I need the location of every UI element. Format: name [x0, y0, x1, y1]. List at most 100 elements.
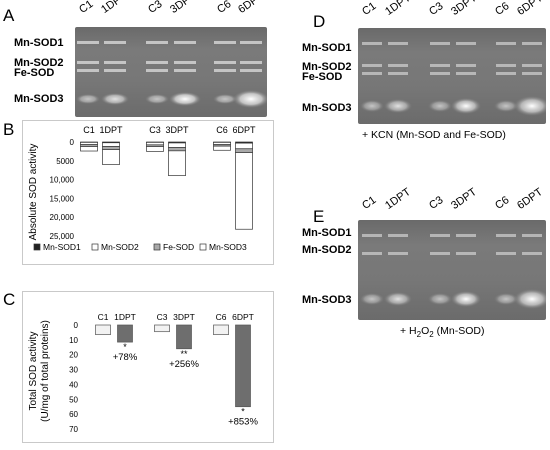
chart-b-category-label: 3DPT — [165, 125, 189, 135]
chart-c-category-label: 1DPT — [114, 312, 136, 322]
lane-label-a-c1: C1 — [77, 0, 96, 16]
caption-e-prefix: + H — [400, 325, 417, 337]
chart-c-bar — [95, 324, 111, 336]
chart-c-percent-label: +853% — [228, 417, 258, 428]
chart-b-tick-label: 25,000 — [50, 232, 75, 241]
chart-c-tick-label: 50 — [69, 395, 78, 404]
lane-label-a-c3: C3 — [146, 0, 165, 16]
band-label-mnsod3: Mn-SOD3 — [14, 93, 64, 105]
chart-c-bar — [235, 324, 251, 408]
chart-b-category-label: C3 — [149, 125, 161, 135]
chart-c-significance-stars: * — [241, 407, 245, 417]
chart-c-category-label: 6DPT — [232, 312, 254, 322]
gel-image-d — [358, 28, 546, 124]
chart-b-legend-swatch — [199, 243, 207, 251]
chart-c-tick-label: 20 — [69, 351, 78, 360]
band-label-e-mnsod3: Mn-SOD3 — [302, 294, 352, 306]
chart-b: Absolute SOD activity 0 5000 10,000 15,000 2… — [28, 125, 256, 252]
caption-e: + H2O2 (Mn-SOD) — [400, 325, 484, 339]
panel-letter-a: A — [3, 6, 15, 25]
lane-label-e-6dpt: 6DPT — [515, 186, 546, 212]
chart-b-tick-label: 0 — [70, 138, 75, 147]
chart-b-tick-label: 10,000 — [50, 176, 75, 185]
chart-b-legend-label: Mn-SOD3 — [209, 242, 247, 252]
chart-c-bar — [213, 324, 229, 336]
band-label-fesod: Fe-SOD — [14, 67, 55, 79]
lane-label-d-c6: C6 — [493, 0, 512, 18]
lane-label-d-c1: C1 — [360, 0, 379, 18]
panel-letter-e: E — [313, 207, 325, 226]
chart-c-tick-label: 70 — [69, 425, 78, 434]
caption-d: + KCN (Mn-SOD and Fe-SOD) — [362, 129, 506, 141]
chart-b-legend-swatch — [33, 243, 41, 251]
lane-label-d-1dpt: 1DPT — [383, 0, 414, 19]
caption-e-sub1: 2 — [416, 330, 422, 340]
chart-c-significance-stars: * — [123, 342, 127, 352]
gel-bands-a — [76, 41, 267, 108]
chart-b-category-label: C6 — [216, 125, 228, 135]
band-label-mnsod2: Mn-SOD2 — [14, 57, 64, 69]
band-label-d-mnsod3: Mn-SOD3 — [302, 102, 352, 114]
lane-label-d-3dpt: 3DPT — [449, 0, 480, 19]
chart-c-tick-label: 0 — [74, 321, 79, 330]
chart-b-bar — [146, 142, 164, 146]
panel-letter-c: C — [3, 290, 16, 309]
caption-e-suffix: (Mn-SOD) — [433, 325, 485, 337]
chart-c-tick-label: 40 — [69, 380, 78, 389]
lane-label-a-c6: C6 — [215, 0, 234, 16]
chart-b-bar — [235, 142, 253, 150]
chart-c-category-label: C6 — [216, 312, 227, 322]
gel-image-a — [75, 27, 267, 117]
lane-label-d-c3: C3 — [427, 0, 446, 18]
chart-c-percent-label: +256% — [169, 359, 199, 370]
chart-c-frame — [22, 291, 274, 443]
chart-c-percent-label: +78% — [113, 352, 138, 363]
panel-letter-b: B — [3, 120, 15, 139]
band-label-d-mnsod1: Mn-SOD1 — [302, 42, 352, 54]
band-label-d-fesod: Fe-SOD — [302, 71, 343, 83]
chart-c-tick-label: 30 — [69, 366, 78, 375]
chart-b-bar — [168, 147, 186, 152]
band-label-e-mnsod2: Mn-SOD2 — [302, 244, 352, 256]
gel-image-e — [358, 220, 546, 320]
chart-b-bar — [235, 148, 253, 153]
chart-b-legend-label: Mn-SOD1 — [43, 242, 81, 252]
chart-c-ylabel-line1: Total SOD activity — [28, 332, 39, 411]
lane-label-a-3dpt: 3DPT — [168, 0, 199, 17]
chart-b-legend-label: Mn-SOD2 — [101, 242, 139, 252]
chart-b-bar — [146, 146, 164, 152]
chart-b-bar — [102, 146, 120, 150]
chart-b-bar — [235, 152, 253, 230]
lane-label-e-c6: C6 — [493, 194, 512, 212]
chart-b-tick-label: 20,000 — [50, 213, 75, 222]
chart-c-ylabel-line2: (U/mg of total proteins) — [40, 320, 51, 422]
chart-c-bar — [117, 324, 133, 343]
chart-b-bar — [102, 142, 120, 147]
panel-letter-d: D — [313, 12, 326, 31]
band-label-d-mnsod2: Mn-SOD2 — [302, 61, 352, 73]
chart-b-tick-label: 15,000 — [50, 194, 75, 203]
chart-c: Total SOD activity (U/mg of total protei… — [28, 312, 258, 434]
lane-label-d-6dpt: 6DPT — [515, 0, 546, 19]
lane-label-e-c1: C1 — [360, 194, 379, 212]
gel-bands-e — [360, 234, 546, 309]
lane-label-e-1dpt: 1DPT — [383, 186, 414, 212]
chart-c-significance-stars: ** — [180, 349, 188, 359]
chart-b-bar — [168, 150, 186, 177]
lane-label-a-6dpt: 6DPT — [236, 0, 267, 17]
chart-b-legend-swatch — [153, 243, 161, 251]
chart-b-legend-swatch — [91, 243, 99, 251]
caption-e-mid: O — [421, 325, 430, 337]
chart-b-bar — [213, 145, 231, 151]
lane-label-a-1dpt: 1DPT — [99, 0, 130, 17]
chart-c-tick-label: 60 — [69, 410, 78, 419]
chart-b-category-label: 6DPT — [232, 125, 256, 135]
gel-bands-d — [360, 42, 546, 116]
caption-e-sub2: 2 — [429, 330, 434, 340]
chart-c-bar — [154, 324, 170, 333]
chart-b-category-label: 1DPT — [99, 125, 123, 135]
lane-label-e-c3: C3 — [427, 194, 446, 212]
chart-c-category-label: C1 — [98, 312, 109, 322]
chart-b-category-label: C1 — [83, 125, 95, 135]
chart-c-category-label: 3DPT — [173, 312, 195, 322]
